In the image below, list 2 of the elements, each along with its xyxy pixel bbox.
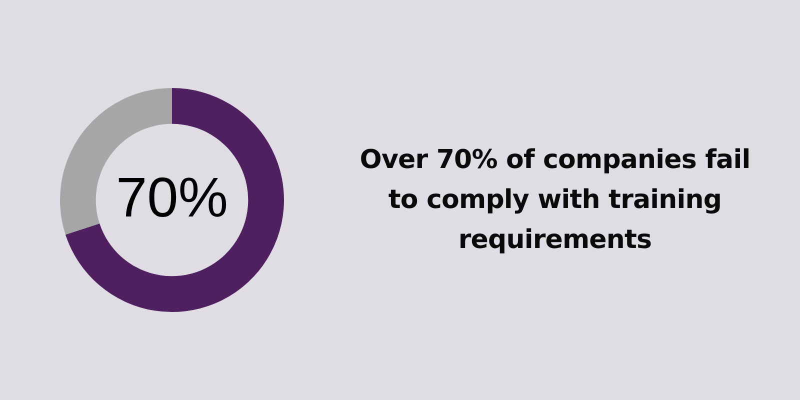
text: Over 70% of companies fail to comply with training requirements [358, 144, 752, 257]
data-label: 70% [116, 165, 228, 228]
